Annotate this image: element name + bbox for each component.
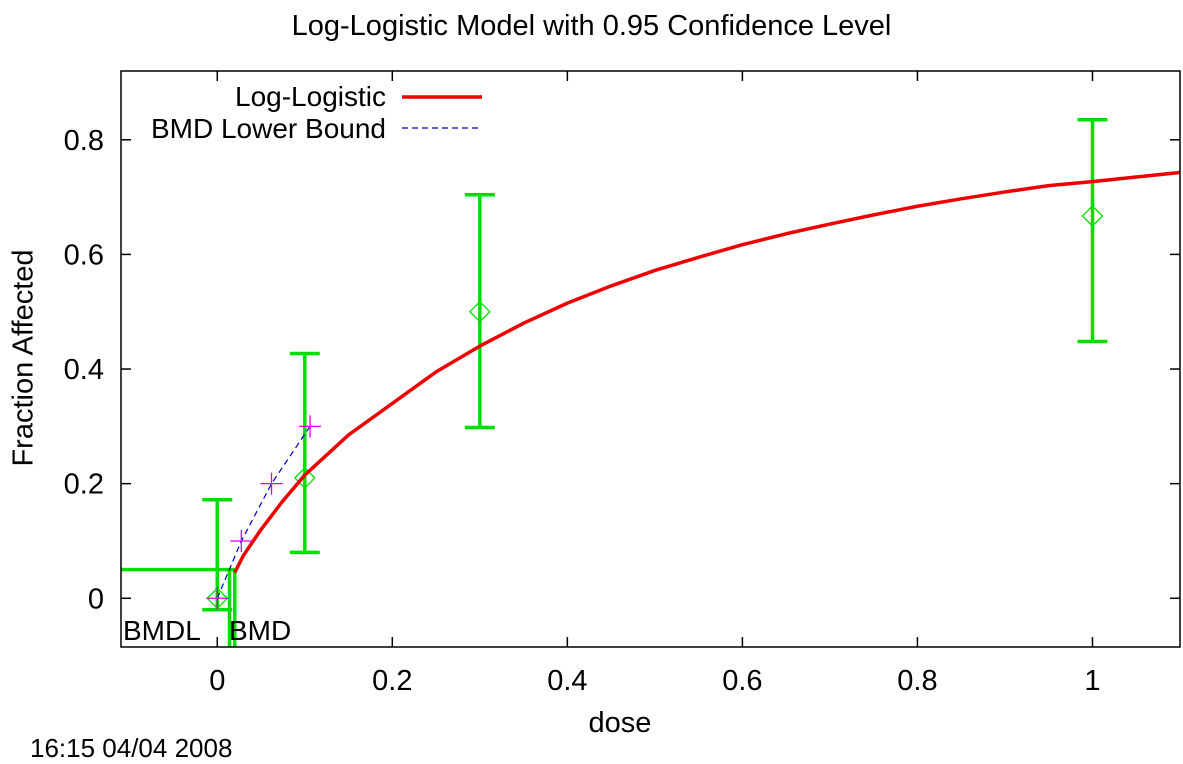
y-tick-label: 0.2 (64, 469, 104, 501)
series-line-log-logistic (233, 170, 1180, 574)
data-point (468, 300, 491, 323)
bmdl-point (260, 472, 283, 495)
ticks-layer: 0 0.2 0.4 0.6 0.8 1 0 0.2 0.4 0.6 0.8 (64, 71, 1180, 697)
x-axis-label: dose (588, 707, 652, 739)
data-layer (121, 117, 1180, 647)
data-point (293, 467, 316, 489)
x-tick-label: 0.2 (372, 665, 412, 697)
y-tick-label: 0.8 (64, 125, 104, 157)
legend-entry-log-logistic: Log-Logistic (235, 81, 386, 112)
error-bar (1077, 117, 1108, 344)
chart-title: Log-Logistic Model with 0.95 Confidence … (291, 10, 892, 42)
series-line-bmd-lower-bound (216, 426, 311, 599)
y-axis-label: Fraction Affected (7, 249, 40, 467)
bmdl-point (230, 529, 253, 552)
annotation-bmdl: BMDL (123, 615, 201, 646)
x-tick-label: 1 (1084, 665, 1100, 697)
error-bar (464, 193, 495, 430)
x-tick-label: 0.6 (722, 665, 762, 697)
y-tick-label: 0.4 (64, 354, 104, 386)
plot-area (121, 117, 1180, 647)
bmdl-point (206, 587, 229, 610)
data-point (1081, 205, 1104, 227)
annotation-bmd: BMD (229, 615, 291, 646)
annotations-layer: BMDL BMD (123, 615, 291, 646)
legend-entry-bmd-lower-bound: BMD Lower Bound (151, 113, 386, 144)
x-tick-label: 0.8 (897, 665, 937, 697)
y-tick-label: 0 (88, 583, 104, 615)
y-tick-label: 0.6 (64, 239, 104, 271)
plot-frame (120, 70, 1181, 648)
bmdl-point (299, 415, 322, 438)
x-tick-label: 0.4 (547, 665, 587, 697)
error-bar (289, 351, 320, 555)
timestamp: 16:15 04/04 2008 (30, 733, 233, 763)
x-tick-label: 0 (209, 665, 225, 697)
